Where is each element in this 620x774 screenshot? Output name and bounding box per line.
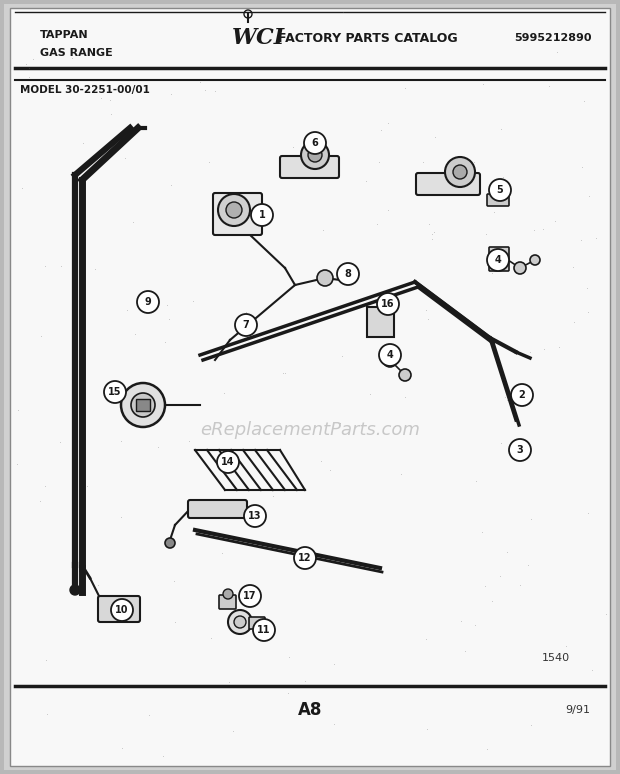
Text: 11: 11 [257,625,271,635]
Text: 13: 13 [248,511,262,521]
Circle shape [223,589,233,599]
FancyBboxPatch shape [10,8,610,766]
Text: 9: 9 [144,297,151,307]
FancyBboxPatch shape [98,596,140,622]
Circle shape [131,393,155,417]
Text: 16: 16 [381,299,395,309]
Circle shape [399,369,411,381]
Text: 6: 6 [312,138,319,148]
Text: 10: 10 [115,605,129,615]
FancyBboxPatch shape [487,194,509,206]
Circle shape [304,132,326,154]
FancyBboxPatch shape [280,156,339,178]
Text: 17: 17 [243,591,257,601]
Circle shape [226,202,242,218]
Circle shape [487,249,509,271]
Text: eReplacementParts.com: eReplacementParts.com [200,421,420,439]
Text: 7: 7 [242,320,249,330]
FancyBboxPatch shape [416,173,480,195]
Circle shape [137,291,159,313]
Circle shape [104,381,126,403]
Circle shape [251,204,273,226]
FancyBboxPatch shape [136,399,150,411]
FancyBboxPatch shape [489,247,509,271]
Text: 15: 15 [108,387,122,397]
FancyBboxPatch shape [249,617,265,629]
Circle shape [253,619,275,641]
Text: 2: 2 [518,390,525,400]
Circle shape [70,585,80,595]
Circle shape [379,344,401,366]
Circle shape [530,255,540,265]
Circle shape [445,157,475,187]
Text: 3: 3 [516,445,523,455]
Text: FACTORY PARTS CATALOG: FACTORY PARTS CATALOG [278,32,458,44]
FancyBboxPatch shape [4,4,616,770]
Text: 9/91: 9/91 [565,705,590,715]
Circle shape [514,262,526,274]
Circle shape [294,547,316,569]
FancyBboxPatch shape [219,595,236,609]
Text: 8: 8 [345,269,352,279]
Text: GAS RANGE: GAS RANGE [40,48,113,58]
Text: 4: 4 [387,350,393,360]
FancyBboxPatch shape [213,193,262,235]
Text: TAPPAN: TAPPAN [40,30,89,40]
Circle shape [239,585,261,607]
Circle shape [453,165,467,179]
Circle shape [308,148,322,162]
Text: 5: 5 [497,185,503,195]
Circle shape [111,599,133,621]
Circle shape [165,538,175,548]
Text: MODEL 30-2251-00/01: MODEL 30-2251-00/01 [20,85,150,95]
Text: A8: A8 [298,701,322,719]
Circle shape [234,616,246,628]
Text: 1: 1 [259,210,265,220]
Circle shape [235,314,257,336]
Text: 14: 14 [221,457,235,467]
Circle shape [301,141,329,169]
Text: 12: 12 [298,553,312,563]
Text: 4: 4 [495,255,502,265]
Circle shape [509,439,531,461]
Text: 5995212890: 5995212890 [515,33,592,43]
Circle shape [337,263,359,285]
Circle shape [217,451,239,473]
Circle shape [317,270,333,286]
Circle shape [244,505,266,527]
Circle shape [228,610,252,634]
FancyBboxPatch shape [367,307,394,337]
Circle shape [383,353,397,367]
Circle shape [377,293,399,315]
Circle shape [511,384,533,406]
Text: 1540: 1540 [542,653,570,663]
Text: WCI: WCI [232,27,285,49]
Circle shape [489,179,511,201]
FancyBboxPatch shape [188,500,247,518]
Circle shape [121,383,165,427]
Circle shape [218,194,250,226]
